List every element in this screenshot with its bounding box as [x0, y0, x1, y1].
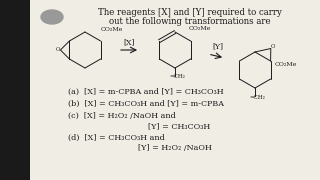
Text: (b)  [X] = CH₃CO₃H and [Y] = m-CPBA: (b) [X] = CH₃CO₃H and [Y] = m-CPBA [68, 100, 224, 108]
Text: [Y] = CH₃CO₃H: [Y] = CH₃CO₃H [148, 122, 210, 130]
Text: (a)  [X] = m-CPBA and [Y] = CH₃CO₃H: (a) [X] = m-CPBA and [Y] = CH₃CO₃H [68, 88, 224, 96]
FancyBboxPatch shape [30, 0, 320, 180]
Text: (c)  [X] = H₂O₂ /NaOH and: (c) [X] = H₂O₂ /NaOH and [68, 112, 176, 120]
Text: out the following transformations are: out the following transformations are [109, 17, 271, 26]
Text: =CH₂: =CH₂ [169, 74, 185, 79]
Text: CO₂Me: CO₂Me [101, 27, 124, 32]
Text: CO₂Me: CO₂Me [189, 26, 212, 31]
Text: (d)  [X] = CH₃CO₃H and: (d) [X] = CH₃CO₃H and [68, 134, 165, 142]
Text: [Y] = H₂O₂ /NaOH: [Y] = H₂O₂ /NaOH [138, 144, 212, 152]
Text: The reagents [X] and [Y] required to carry: The reagents [X] and [Y] required to car… [98, 8, 282, 17]
Text: [X]: [X] [123, 38, 135, 46]
Text: =CH₂: =CH₂ [249, 95, 265, 100]
Text: O: O [55, 47, 60, 52]
Text: [Y]: [Y] [212, 42, 223, 50]
FancyBboxPatch shape [0, 0, 30, 180]
Text: CO₂Me: CO₂Me [275, 62, 297, 67]
Ellipse shape [41, 10, 63, 24]
Text: O: O [271, 44, 275, 48]
